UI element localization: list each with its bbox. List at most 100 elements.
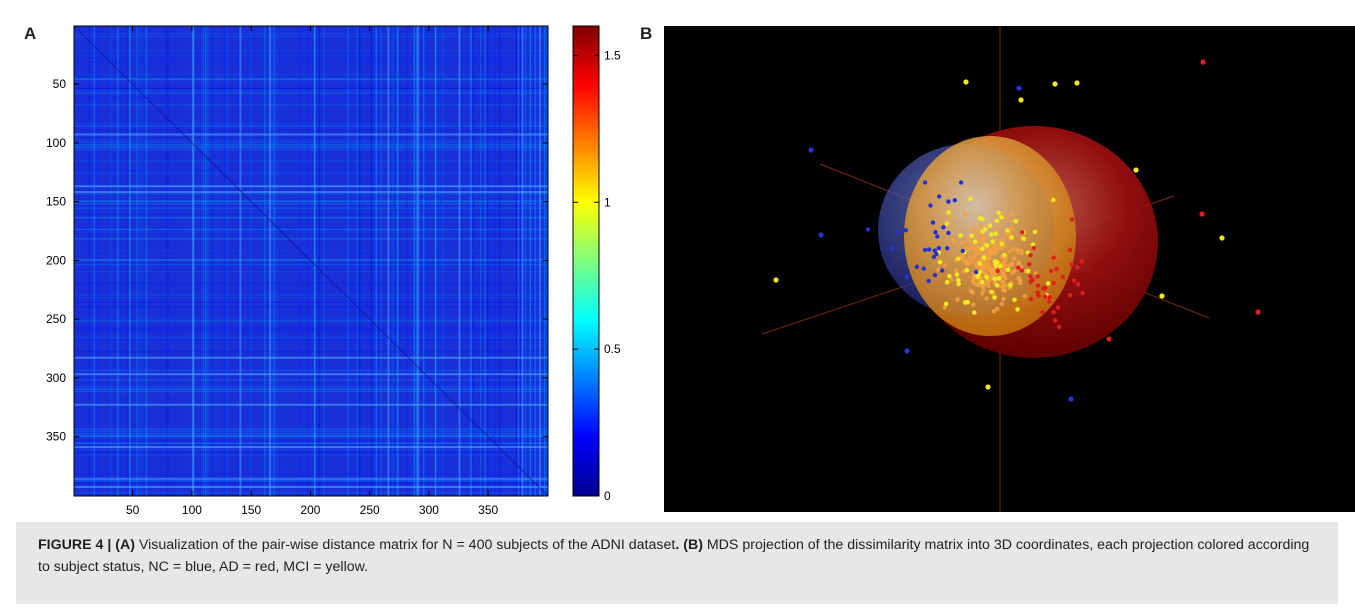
point-cluster (966, 240, 971, 245)
point-cluster (1015, 249, 1020, 254)
point-nc (958, 180, 964, 185)
point-nc (922, 247, 928, 253)
point-cluster (992, 243, 998, 248)
point-ad (995, 268, 1000, 274)
point-ad (1036, 293, 1041, 298)
point-nc (808, 147, 814, 153)
point-cluster (1000, 237, 1005, 242)
point-cluster (978, 223, 984, 229)
point-mci (963, 300, 968, 305)
point-mci (1015, 307, 1020, 312)
point-mci (1219, 235, 1225, 241)
point-cluster (971, 280, 976, 286)
point-mci (989, 289, 994, 295)
point-cluster (971, 255, 976, 261)
point-mci (984, 275, 989, 280)
panel-a-letter: A (24, 24, 37, 43)
point-cluster (966, 237, 971, 242)
point-mci (944, 279, 950, 285)
point-mci (937, 259, 943, 265)
distance-matrix-figure: 50 100 150 200 250 300 350 50 100 150 200 250 300 35… (46, 25, 621, 517)
point-cluster (987, 250, 992, 256)
point-cluster (996, 225, 1002, 230)
point-nc (973, 269, 979, 275)
point-ad (1016, 265, 1021, 270)
point-nc (952, 198, 957, 203)
point-nc (928, 203, 933, 208)
x-tick-label: 100 (182, 503, 202, 517)
point-mci (964, 267, 970, 273)
point-nc (932, 272, 938, 278)
point-nc (937, 194, 942, 199)
point-cluster (1018, 280, 1023, 286)
distance-heatmap (73, 25, 549, 497)
point-ad (1255, 309, 1261, 315)
point-mci (1012, 297, 1017, 303)
point-cluster (987, 265, 993, 271)
point-ad (1051, 280, 1056, 286)
point-cluster (968, 254, 973, 260)
point-ad (1071, 278, 1077, 283)
x-axis-ticks: 50 100 150 200 250 300 350 (126, 26, 498, 517)
colorbar (572, 25, 600, 497)
point-ad (1075, 265, 1080, 270)
point-mci (1009, 235, 1014, 240)
point-nc (865, 227, 871, 232)
point-cluster (960, 240, 965, 245)
x-tick-label: 300 (419, 503, 439, 517)
point-cluster (1009, 226, 1015, 231)
point-cluster (977, 282, 982, 288)
point-ad (1055, 305, 1061, 310)
point-nc (895, 229, 901, 234)
caption-dot: . (675, 537, 680, 553)
point-mci (996, 210, 1001, 216)
point-mci (1045, 281, 1051, 286)
y-axis-ticks: 50 100 150 200 250 300 350 (46, 77, 548, 444)
point-mci (984, 243, 990, 248)
point-ad (1035, 283, 1041, 288)
point-cluster (995, 306, 1000, 311)
point-cluster (960, 253, 965, 258)
mds-3d-scatter (761, 26, 1261, 512)
point-cluster (999, 273, 1005, 279)
point-nc (904, 274, 910, 279)
point-ad (1200, 59, 1206, 65)
point-mci (1005, 228, 1010, 233)
point-mci (944, 221, 950, 227)
point-cluster (980, 242, 986, 247)
y-tick-label: 150 (46, 195, 66, 209)
point-ad (1056, 324, 1062, 330)
point-cluster (999, 301, 1004, 306)
point-ad (1051, 310, 1056, 315)
point-mci (1052, 81, 1058, 87)
point-nc (1068, 396, 1074, 402)
colorbar-tick-label: 1.5 (604, 48, 621, 62)
point-cluster (1007, 249, 1012, 254)
point-nc (960, 248, 965, 254)
point-cluster (1003, 232, 1009, 237)
point-ad (1069, 262, 1074, 267)
point-mci (969, 233, 974, 238)
point-cluster (964, 261, 970, 266)
point-cluster (1002, 258, 1008, 264)
point-mci (1008, 282, 1013, 288)
panel-b-letter: B (640, 24, 653, 43)
point-cluster (954, 268, 959, 273)
point-ad (1031, 245, 1037, 251)
point-cluster (981, 287, 986, 293)
point-ad (1043, 294, 1048, 299)
point-mci (987, 223, 993, 228)
point-nc (931, 254, 937, 260)
point-mci (1013, 219, 1019, 224)
point-mci (998, 263, 1003, 269)
y-tick-label: 200 (46, 253, 66, 267)
point-mci (1159, 293, 1165, 299)
point-mci (1051, 197, 1056, 203)
point-mci (988, 232, 994, 237)
point-mci (990, 239, 996, 244)
point-nc (1016, 85, 1022, 91)
point-ad (1052, 318, 1058, 323)
point-mci (1074, 80, 1080, 86)
point-ad (1079, 259, 1084, 264)
point-nc (941, 225, 946, 230)
